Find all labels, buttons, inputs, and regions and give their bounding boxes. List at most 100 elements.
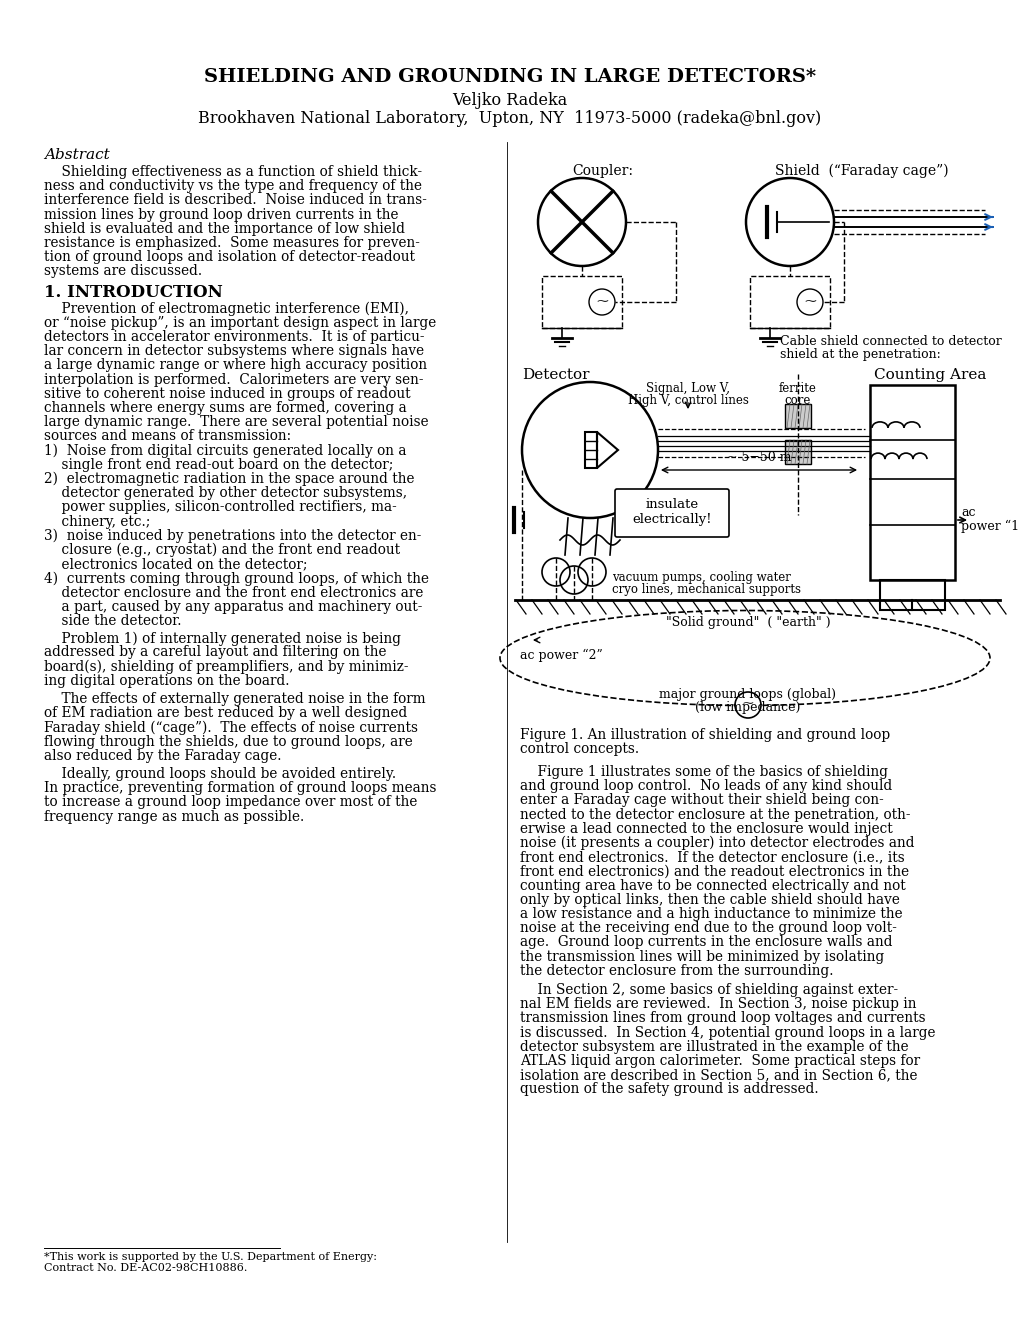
- Text: nected to the detector enclosure at the penetration, oth-: nected to the detector enclosure at the …: [520, 808, 910, 821]
- Text: vacuum pumps, cooling water: vacuum pumps, cooling water: [611, 572, 790, 583]
- Bar: [869, 385, 954, 579]
- Text: shield at the penetration:: shield at the penetration:: [780, 348, 940, 360]
- Bar: [879, 579, 944, 610]
- Text: Figure 1. An illustration of shielding and ground loop: Figure 1. An illustration of shielding a…: [520, 729, 890, 742]
- Text: ness and conductivity vs the type and frequency of the: ness and conductivity vs the type and fr…: [44, 180, 422, 193]
- Text: power supplies, silicon-controlled rectifiers, ma-: power supplies, silicon-controlled recti…: [44, 500, 396, 515]
- Text: Problem 1) of internally generated noise is being: Problem 1) of internally generated noise…: [44, 631, 400, 645]
- Text: (low impedance): (low impedance): [695, 701, 800, 714]
- Text: question of the safety ground is addressed.: question of the safety ground is address…: [520, 1082, 818, 1097]
- Text: systems are discussed.: systems are discussed.: [44, 264, 202, 279]
- Text: ~: ~: [594, 293, 608, 309]
- Text: channels where energy sums are formed, covering a: channels where energy sums are formed, c…: [44, 401, 407, 414]
- Text: detector generated by other detector subsystems,: detector generated by other detector sub…: [44, 486, 407, 500]
- Text: ~ 5−50 m: ~ 5−50 m: [726, 451, 791, 465]
- Text: counting area have to be connected electrically and not: counting area have to be connected elect…: [520, 879, 905, 892]
- Text: In practice, preventing formation of ground loops means: In practice, preventing formation of gro…: [44, 781, 436, 795]
- Bar: [749, 276, 829, 327]
- Text: detector enclosure and the front end electronics are: detector enclosure and the front end ele…: [44, 586, 423, 599]
- Text: a low resistance and a high inductance to minimize the: a low resistance and a high inductance t…: [520, 907, 902, 921]
- Text: mission lines by ground loop driven currents in the: mission lines by ground loop driven curr…: [44, 207, 398, 222]
- Text: front end electronics) and the readout electronics in the: front end electronics) and the readout e…: [520, 865, 908, 878]
- Text: power “1”: power “1”: [960, 519, 1019, 532]
- Text: age.  Ground loop currents in the enclosure walls and: age. Ground loop currents in the enclosu…: [520, 936, 892, 949]
- Text: SHIELDING AND GROUNDING IN LARGE DETECTORS*: SHIELDING AND GROUNDING IN LARGE DETECTO…: [204, 69, 815, 86]
- Text: side the detector.: side the detector.: [44, 614, 181, 628]
- Text: Cable shield connected to detector: Cable shield connected to detector: [780, 335, 1001, 348]
- Text: major ground loops (global): major ground loops (global): [659, 688, 836, 701]
- Text: also reduced by the Faraday cage.: also reduced by the Faraday cage.: [44, 748, 281, 763]
- Text: Abstract: Abstract: [44, 148, 110, 162]
- Text: Brookhaven National Laboratory,  Upton, NY  11973-5000 (radeka@bnl.gov): Brookhaven National Laboratory, Upton, N…: [198, 110, 821, 127]
- Text: Veljko Radeka: Veljko Radeka: [452, 92, 567, 110]
- Text: control concepts.: control concepts.: [520, 742, 639, 756]
- Text: ing digital operations on the board.: ing digital operations on the board.: [44, 673, 289, 688]
- Text: the transmission lines will be minimized by isolating: the transmission lines will be minimized…: [520, 949, 883, 964]
- Text: noise at the receiving end due to the ground loop volt-: noise at the receiving end due to the gr…: [520, 921, 896, 935]
- Text: "Solid ground"  ( "earth" ): "Solid ground" ( "earth" ): [665, 616, 829, 630]
- Text: *This work is supported by the U.S. Department of Energy:: *This work is supported by the U.S. Depa…: [44, 1251, 377, 1262]
- FancyBboxPatch shape: [614, 488, 729, 537]
- Text: interference field is described.  Noise induced in trans-: interference field is described. Noise i…: [44, 194, 427, 207]
- Text: front end electronics.  If the detector enclosure (i.e., its: front end electronics. If the detector e…: [520, 850, 904, 865]
- Text: ac: ac: [960, 506, 974, 519]
- Text: electronics located on the detector;: electronics located on the detector;: [44, 557, 307, 572]
- Text: sources and means of transmission:: sources and means of transmission:: [44, 429, 290, 444]
- Text: Prevention of electromagnetic interference (EMI),: Prevention of electromagnetic interferen…: [44, 301, 409, 315]
- Text: a large dynamic range or where high accuracy position: a large dynamic range or where high accu…: [44, 359, 427, 372]
- Text: Counting Area: Counting Area: [873, 368, 985, 381]
- Text: sitive to coherent noise induced in groups of readout: sitive to coherent noise induced in grou…: [44, 387, 411, 401]
- Text: Ideally, ground loops should be avoided entirely.: Ideally, ground loops should be avoided …: [44, 767, 395, 781]
- Text: detectors in accelerator environments.  It is of particu-: detectors in accelerator environments. I…: [44, 330, 424, 345]
- Text: In Section 2, some basics of shielding against exter-: In Section 2, some basics of shielding a…: [520, 983, 898, 997]
- Text: transmission lines from ground loop voltages and currents: transmission lines from ground loop volt…: [520, 1011, 924, 1026]
- Text: or “noise pickup”, is an important design aspect in large: or “noise pickup”, is an important desig…: [44, 315, 436, 330]
- Text: the detector enclosure from the surrounding.: the detector enclosure from the surround…: [520, 964, 833, 978]
- Text: resistance is emphasized.  Some measures for preven-: resistance is emphasized. Some measures …: [44, 236, 420, 249]
- Text: flowing through the shields, due to ground loops, are: flowing through the shields, due to grou…: [44, 735, 413, 748]
- Text: Signal, Low V,: Signal, Low V,: [645, 381, 730, 395]
- Text: chinery, etc.;: chinery, etc.;: [44, 515, 150, 528]
- Text: board(s), shielding of preamplifiers, and by minimiz-: board(s), shielding of preamplifiers, an…: [44, 660, 408, 675]
- Text: 1. INTRODUCTION: 1. INTRODUCTION: [44, 284, 222, 301]
- Text: a part, caused by any apparatus and machinery out-: a part, caused by any apparatus and mach…: [44, 599, 422, 614]
- Text: 1)  Noise from digital circuits generated locally on a: 1) Noise from digital circuits generated…: [44, 444, 407, 458]
- Circle shape: [735, 692, 760, 718]
- Text: erwise a lead connected to the enclosure would inject: erwise a lead connected to the enclosure…: [520, 822, 892, 836]
- Text: The effects of externally generated noise in the form: The effects of externally generated nois…: [44, 692, 425, 706]
- Text: frequency range as much as possible.: frequency range as much as possible.: [44, 809, 304, 824]
- Text: of EM radiation are best reduced by a well designed: of EM radiation are best reduced by a we…: [44, 706, 407, 721]
- Text: only by optical links, then the cable shield should have: only by optical links, then the cable sh…: [520, 892, 899, 907]
- Text: ac power “2”: ac power “2”: [520, 648, 602, 661]
- Text: 2)  electromagnetic radiation in the space around the: 2) electromagnetic radiation in the spac…: [44, 473, 414, 486]
- Text: Contract No. DE-AC02-98CH10886.: Contract No. DE-AC02-98CH10886.: [44, 1263, 248, 1272]
- Text: core: core: [784, 393, 810, 407]
- Text: ~: ~: [741, 697, 754, 711]
- Text: ATLAS liquid argon calorimeter.  Some practical steps for: ATLAS liquid argon calorimeter. Some pra…: [520, 1053, 919, 1068]
- Text: Shielding effectiveness as a function of shield thick-: Shielding effectiveness as a function of…: [44, 165, 422, 180]
- Text: Coupler:: Coupler:: [572, 164, 633, 178]
- Text: nal EM fields are reviewed.  In Section 3, noise pickup in: nal EM fields are reviewed. In Section 3…: [520, 997, 916, 1011]
- Text: enter a Faraday cage without their shield being con-: enter a Faraday cage without their shiel…: [520, 793, 882, 808]
- Bar: [541, 276, 622, 327]
- Text: Detector: Detector: [522, 368, 589, 381]
- Text: single front end read-out board on the detector;: single front end read-out board on the d…: [44, 458, 393, 471]
- Text: noise (it presents a coupler) into detector electrodes and: noise (it presents a coupler) into detec…: [520, 836, 914, 850]
- Text: High V, control lines: High V, control lines: [627, 393, 748, 407]
- Bar: [785, 440, 810, 465]
- Text: Shield  (“Faraday cage”): Shield (“Faraday cage”): [774, 164, 948, 178]
- Bar: [585, 432, 596, 469]
- Text: 4)  currents coming through ground loops, of which the: 4) currents coming through ground loops,…: [44, 572, 429, 586]
- Text: isolation are described in Section 5, and in Section 6, the: isolation are described in Section 5, an…: [520, 1068, 917, 1082]
- Text: is discussed.  In Section 4, potential ground loops in a large: is discussed. In Section 4, potential gr…: [520, 1026, 934, 1040]
- Text: Figure 1 illustrates some of the basics of shielding: Figure 1 illustrates some of the basics …: [520, 766, 888, 779]
- Text: large dynamic range.  There are several potential noise: large dynamic range. There are several p…: [44, 416, 428, 429]
- Text: to increase a ground loop impedance over most of the: to increase a ground loop impedance over…: [44, 796, 417, 809]
- Text: cryo lines, mechanical supports: cryo lines, mechanical supports: [611, 583, 800, 597]
- Text: lar concern in detector subsystems where signals have: lar concern in detector subsystems where…: [44, 345, 424, 358]
- Text: detector subsystem are illustrated in the example of the: detector subsystem are illustrated in th…: [520, 1040, 908, 1053]
- Text: ferrite: ferrite: [779, 381, 816, 395]
- Text: Faraday shield (“cage”).  The effects of noise currents: Faraday shield (“cage”). The effects of …: [44, 721, 418, 735]
- Text: shield is evaluated and the importance of low shield: shield is evaluated and the importance o…: [44, 222, 405, 236]
- Text: addressed by a careful layout and filtering on the: addressed by a careful layout and filter…: [44, 645, 386, 660]
